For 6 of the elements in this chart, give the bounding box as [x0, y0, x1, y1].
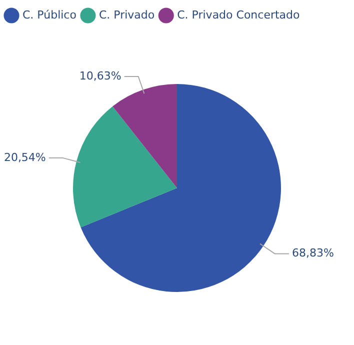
legend-label: C. Público	[22, 8, 77, 22]
legend-label: C. Privado	[98, 8, 155, 22]
data-label: 68,83%	[292, 246, 334, 260]
data-label: 20,54%	[4, 150, 46, 164]
legend-label: C. Privado Concertado	[177, 8, 300, 22]
data-label: 10,63%	[79, 69, 122, 82]
